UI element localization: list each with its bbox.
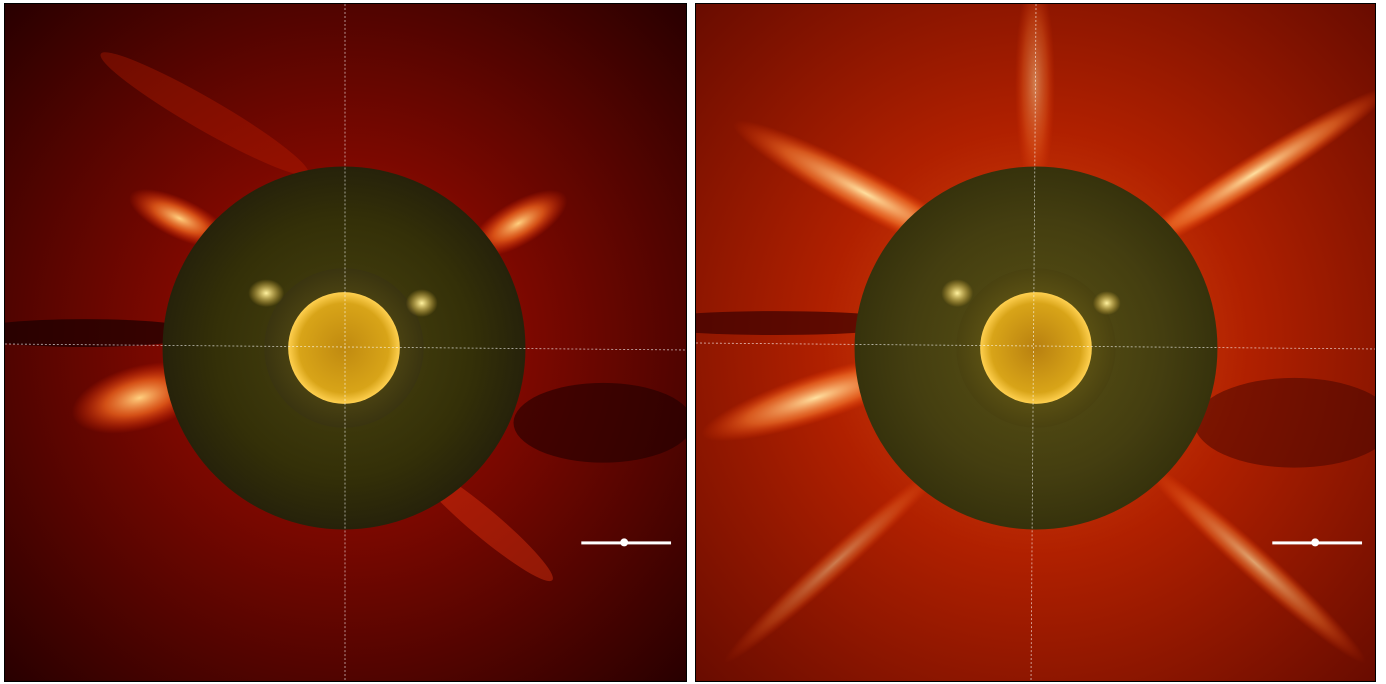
planet (1311, 538, 1320, 547)
bright-loop (1092, 291, 1121, 316)
streamer (1015, 4, 1055, 194)
coronagraph-panel-left (4, 3, 687, 682)
coronagraph-panel-right (695, 3, 1376, 682)
crosshair-horizontal (5, 343, 686, 351)
dark-lane (5, 319, 205, 347)
crosshair-horizontal (696, 342, 1375, 350)
sun-disk (288, 292, 400, 404)
crosshair-vertical (1030, 4, 1037, 681)
streamer (1118, 87, 1375, 260)
bright-loop (941, 279, 974, 308)
streamer (100, 52, 309, 176)
bright-loop (248, 279, 285, 308)
dark-lane (513, 382, 686, 463)
streamer (1142, 461, 1367, 664)
coronagraph-image-left (5, 4, 686, 681)
sun-disk (980, 292, 1092, 404)
planet (620, 538, 629, 547)
bright-loop (405, 289, 438, 318)
streamer (724, 461, 948, 663)
coronagraph-image-right (696, 4, 1375, 681)
streamer (469, 189, 568, 257)
dark-lane (1194, 377, 1375, 468)
